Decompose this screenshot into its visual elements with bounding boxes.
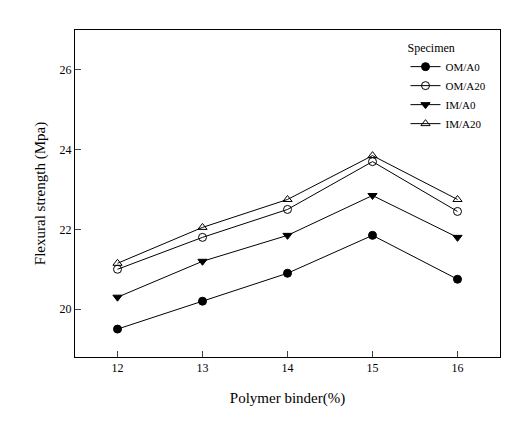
- svg-text:22: 22: [60, 223, 72, 237]
- svg-text:OM/A0: OM/A0: [446, 61, 481, 73]
- svg-text:15: 15: [367, 361, 379, 375]
- svg-text:16: 16: [452, 361, 464, 375]
- svg-text:20: 20: [60, 302, 72, 316]
- svg-text:OM/A20: OM/A20: [446, 80, 486, 92]
- svg-text:Specimen: Specimen: [408, 41, 455, 55]
- svg-text:Flexural strength (Mpa): Flexural strength (Mpa): [32, 122, 49, 265]
- svg-text:IM/A0: IM/A0: [446, 99, 476, 111]
- svg-text:IM/A20: IM/A20: [446, 118, 482, 130]
- svg-text:13: 13: [197, 361, 209, 375]
- svg-text:14: 14: [282, 361, 294, 375]
- svg-text:24: 24: [60, 143, 72, 157]
- svg-text:Polymer binder(%): Polymer binder(%): [230, 390, 345, 407]
- svg-text:12: 12: [112, 361, 124, 375]
- svg-text:26: 26: [60, 63, 72, 77]
